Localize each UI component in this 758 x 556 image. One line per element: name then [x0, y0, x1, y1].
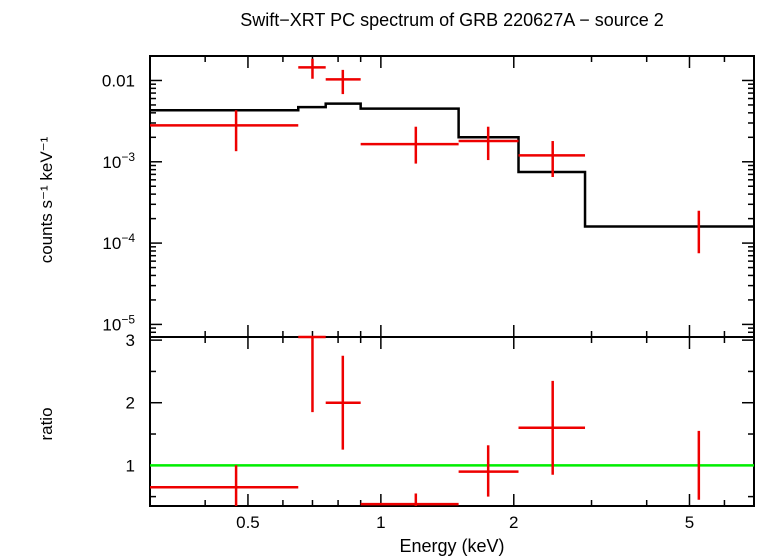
ratio-y-tick-label: 2 — [126, 394, 135, 413]
spectrum-data-point — [298, 58, 326, 79]
spectrum-data-point — [325, 69, 361, 95]
x-tick-label: 2 — [509, 513, 518, 532]
spectrum-y-tick-label: 10−3 — [102, 150, 135, 172]
spectrum-y-tick-label: 10−5 — [102, 312, 135, 334]
y-axis-label-spectrum: counts s⁻¹ keV⁻¹ — [37, 136, 56, 263]
ratio-y-tick-label: 1 — [126, 456, 135, 475]
x-tick-label: 1 — [376, 513, 385, 532]
ratio-frame — [149, 336, 755, 507]
ratio-data-point — [360, 493, 459, 506]
spectrum-frame — [149, 55, 755, 338]
x-tick-label: 0.5 — [236, 513, 260, 532]
model-step-line — [150, 102, 754, 228]
spectrum-y-tick-label: 10−4 — [102, 231, 135, 253]
ratio-data-point — [458, 445, 519, 497]
ratio-y-tick-label: 3 — [126, 331, 135, 350]
x-tick-label: 5 — [685, 513, 694, 532]
ratio-panel: 0.5 1 2 5 1 2 3 — [126, 331, 755, 532]
ratio-data-point — [298, 335, 326, 413]
spectrum-data-point — [458, 126, 519, 161]
spectrum-data-point — [150, 110, 299, 152]
spectrum-data-point — [360, 126, 459, 164]
spectrum-panel: 0.01 10−3 10−4 10−5 — [102, 55, 755, 338]
x-axis-label: Energy (keV) — [399, 536, 504, 556]
ratio-data-point — [518, 380, 586, 475]
ratio-data-point — [325, 355, 361, 450]
spectrum-y-tick-label: 0.01 — [102, 71, 135, 90]
chart-title: Swift−XRT PC spectrum of GRB 220627A − s… — [240, 10, 664, 30]
spectrum-data-point — [518, 141, 586, 177]
ratio-data-point — [150, 465, 299, 506]
y-axis-label-ratio: ratio — [37, 407, 56, 440]
